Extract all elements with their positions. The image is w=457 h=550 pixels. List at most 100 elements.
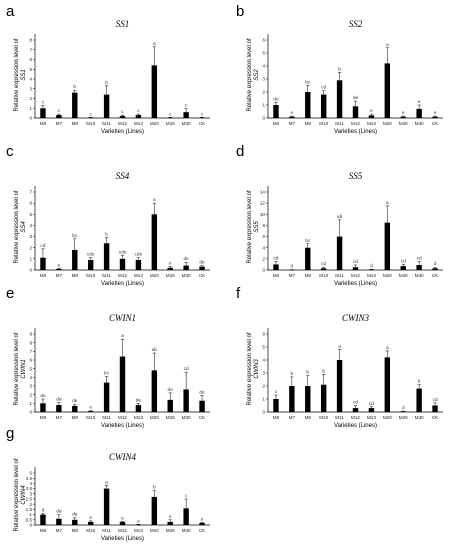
significance-letter-M30: de: [183, 256, 189, 262]
y-tick-label: 2: [262, 384, 265, 389]
significance-letter-M10: cd: [321, 85, 326, 91]
bar-M30: [416, 388, 422, 412]
bar-CK: [199, 400, 205, 412]
x-tick-label-M13: M13: [134, 528, 143, 533]
significance-letter-M10: cde: [87, 252, 95, 258]
x-tick-label-M11: M11: [102, 415, 111, 420]
bar-M20: [151, 65, 158, 118]
panel-letter-g: g: [6, 425, 14, 442]
bar-M20: [384, 63, 391, 118]
x-axis-label: Varieties (Lines): [334, 281, 377, 287]
y-tick-label: 8: [29, 38, 32, 43]
x-tick-label-M12: M12: [118, 121, 127, 126]
significance-letter-M30: b: [418, 379, 421, 385]
significance-letter-CK: e: [201, 517, 204, 522]
significance-letter-CK: e: [434, 111, 437, 116]
x-tick-label-M28: M28: [166, 528, 175, 533]
significance-letter-M6: de: [273, 96, 279, 102]
bar-CK: [432, 405, 438, 412]
y-tick-label: 1: [262, 103, 265, 108]
bar-M6: [40, 108, 46, 118]
y-tick-label: 0: [262, 116, 265, 121]
x-tick-label-M30: M30: [415, 415, 424, 420]
y-tick-label: 2: [29, 502, 32, 507]
significance-letter-M13: e: [370, 109, 373, 114]
x-tick-label-M6: M6: [40, 273, 47, 278]
y-tick-label: 4: [29, 375, 32, 380]
y-tick-label: 6: [262, 234, 265, 239]
bar-M6: [273, 264, 279, 270]
significance-letter-M12: e: [121, 516, 124, 521]
x-tick-label-M12: M12: [351, 121, 360, 126]
x-tick-label-M30: M30: [182, 273, 191, 278]
bar-M13: [135, 524, 142, 526]
significance-letter-M13: d: [370, 263, 373, 269]
bar-M8: [305, 386, 311, 412]
y-tick-label: 2.5: [26, 497, 33, 502]
bar-M28: [167, 521, 173, 525]
x-tick-label-M12: M12: [351, 415, 360, 420]
x-tick-label-M28: M28: [399, 121, 408, 126]
bar-M28: [167, 399, 173, 412]
x-tick-label-M6: M6: [40, 528, 47, 533]
panel-title: CWIN1: [109, 313, 136, 323]
bar-M30: [183, 265, 189, 270]
y-tick-label: 2: [262, 90, 265, 95]
x-tick-label-M30: M30: [415, 273, 424, 278]
y-tick-label: 7: [29, 349, 32, 354]
bar-M13: [135, 405, 142, 412]
bar-M20: [151, 214, 158, 270]
significance-letter-CK: cd: [433, 397, 438, 403]
x-tick-label-M8: M8: [305, 121, 312, 126]
y-axis-label: Relative expression level of: [14, 38, 20, 111]
significance-letter-M13: e: [137, 519, 140, 524]
y-axis-label-gene: SS4: [21, 221, 27, 233]
significance-letter-M13: de: [136, 397, 142, 403]
y-tick-label: 1: [29, 256, 32, 261]
x-tick-label-M28: M28: [166, 415, 175, 420]
significance-letter-M13: cde: [135, 252, 143, 258]
x-tick-label-M7: M7: [56, 121, 63, 126]
significance-letter-M20: ab: [152, 347, 158, 353]
y-tick-label: 2: [29, 392, 32, 397]
y-axis-label: Relative expression level of: [247, 332, 253, 405]
bar-M20: [384, 357, 391, 412]
bar-CK: [199, 117, 205, 119]
significance-letter-M11: b: [105, 232, 108, 238]
bar-M28: [400, 411, 406, 412]
x-tick-label-M10: M10: [86, 415, 95, 420]
y-tick-label: 6: [262, 38, 265, 43]
bar-M13: [368, 115, 375, 118]
y-tick-label: 6: [29, 201, 32, 206]
y-tick-label: 8: [262, 223, 265, 228]
bar-M10: [87, 117, 94, 119]
bar-M7: [56, 268, 62, 270]
bar-M8: [72, 92, 78, 118]
x-tick-label-M6: M6: [273, 273, 280, 278]
bar-M7: [56, 115, 62, 118]
significance-letter-M6: cd: [40, 243, 45, 249]
bar-M7: [289, 386, 295, 412]
y-tick-label: 3.5: [26, 486, 33, 491]
bar-M6: [40, 257, 46, 270]
y-tick-label: 9: [29, 332, 32, 337]
x-tick-label-CK: CK: [432, 273, 439, 278]
y-tick-label: 5: [29, 212, 32, 217]
x-tick-label-M10: M10: [86, 528, 95, 533]
y-tick-label: 2: [262, 256, 265, 261]
bar-M12: [119, 356, 126, 412]
x-tick-label-CK: CK: [432, 415, 439, 420]
significance-letter-M10: b: [322, 368, 325, 374]
bar-M30: [183, 112, 189, 118]
bar-M8: [72, 249, 78, 270]
x-tick-label-M12: M12: [118, 528, 127, 533]
significance-letter-M12: cde: [119, 250, 127, 256]
y-axis-label-gene: SS2: [254, 69, 260, 81]
bar-M28: [167, 117, 173, 119]
x-tick-label-M28: M28: [399, 273, 408, 278]
x-tick-label-M8: M8: [305, 273, 312, 278]
x-tick-label-M13: M13: [367, 121, 376, 126]
x-tick-label-M11: M11: [335, 273, 344, 278]
y-tick-label: 6: [29, 57, 32, 62]
y-tick-label: 5: [262, 345, 265, 350]
